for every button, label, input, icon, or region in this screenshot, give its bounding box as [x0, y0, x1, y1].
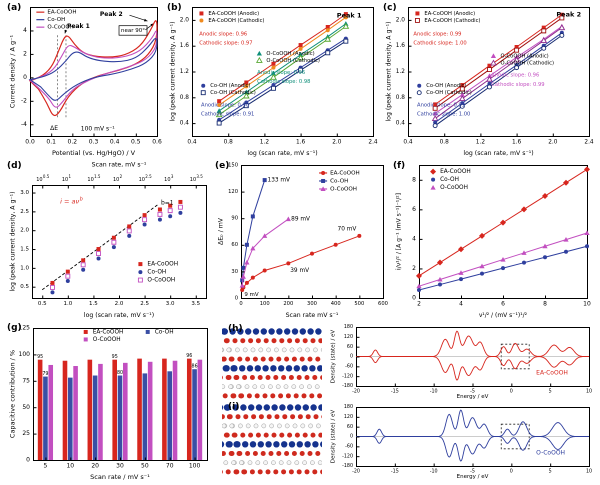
panel-f-sqrt-rate-plot [392, 161, 594, 320]
panel-label-c: (c) [383, 3, 397, 13]
panel-i-structure-canvas [222, 403, 322, 475]
panel-label-a: (a) [7, 3, 22, 13]
panel-g-capacitive-bars [6, 323, 212, 482]
panel-f-canvas [392, 161, 594, 320]
panel-c-canvas [382, 3, 594, 158]
panel-h-structure-canvas [222, 327, 322, 399]
panel-i-dos-plot [326, 404, 594, 481]
panel-i-crystal-structure [222, 403, 322, 475]
panel-label-d: (d) [7, 161, 22, 171]
panel-label-f: (f) [393, 161, 406, 171]
panel-label-e: (e) [215, 161, 230, 171]
panel-a-cv-plot [6, 3, 162, 158]
panel-d-canvas [6, 161, 212, 320]
panel-h-dos-plot [326, 324, 594, 401]
panel-d-bvalue-plot [6, 161, 212, 320]
panel-h-dos-canvas [326, 324, 594, 401]
panel-b-loglog-peak1 [166, 3, 378, 158]
panel-a-canvas [6, 3, 162, 158]
panel-c-loglog-peak2 [382, 3, 594, 158]
panel-label-b: (b) [167, 3, 182, 13]
panel-b-canvas [166, 3, 378, 158]
panel-label-i: (i) [228, 402, 240, 412]
panel-label-h: (h) [228, 324, 243, 334]
panel-i-dos-canvas [326, 404, 594, 481]
panel-e-canvas [214, 161, 390, 320]
panel-label-g: (g) [7, 323, 22, 333]
panel-e-peak-separation-plot [214, 161, 390, 320]
panel-h-crystal-structure [222, 327, 322, 399]
panel-g-canvas [6, 323, 212, 482]
